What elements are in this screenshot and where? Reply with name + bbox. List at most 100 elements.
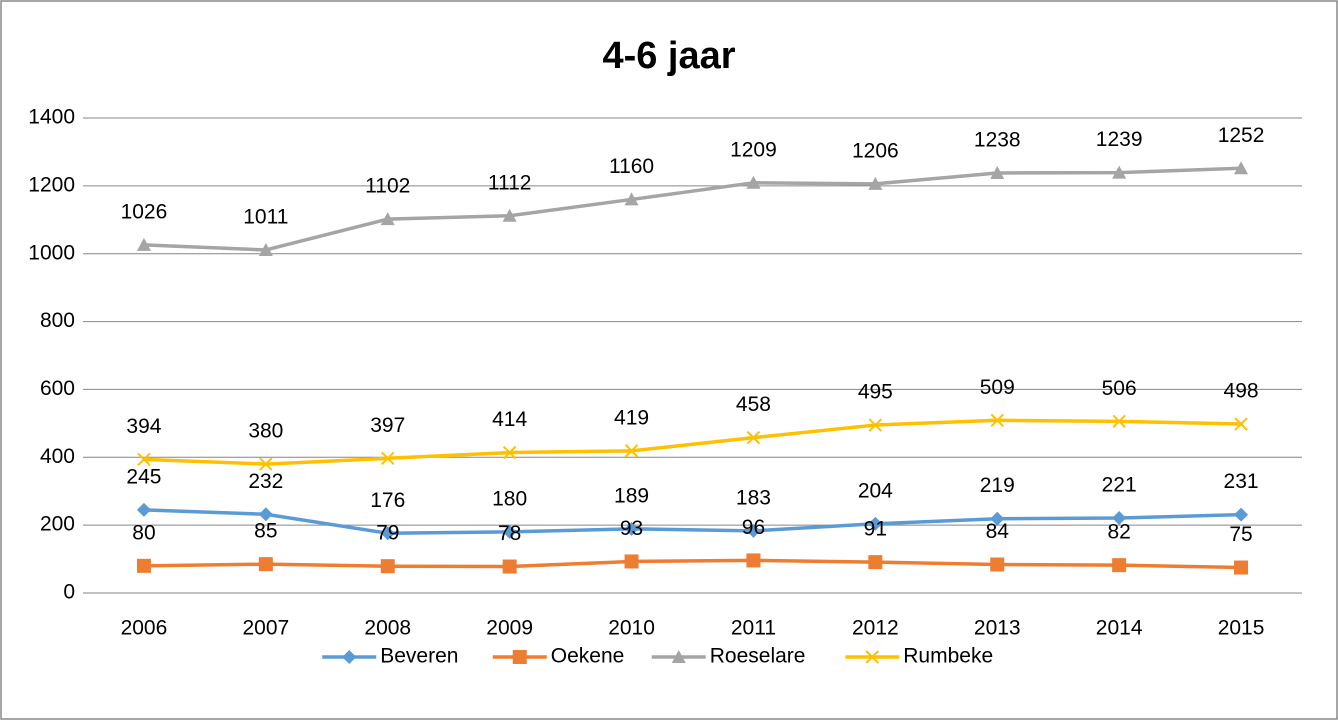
data-label: 397	[370, 414, 405, 437]
data-point	[868, 418, 883, 432]
y-tick-label: 800	[40, 309, 75, 332]
data-label: 82	[1107, 521, 1130, 544]
data-label: 1252	[1218, 124, 1265, 147]
data-label: 219	[980, 474, 1015, 497]
x-tick-label: 2014	[1096, 617, 1143, 640]
data-label: 495	[858, 381, 893, 404]
data-label: 509	[980, 376, 1015, 399]
series-line	[143, 418, 1242, 466]
data-label: 189	[614, 484, 649, 507]
data-point	[1112, 511, 1127, 526]
data-point	[380, 212, 395, 226]
data-label: 498	[1224, 380, 1259, 403]
data-label: 458	[736, 393, 771, 416]
data-point	[258, 242, 273, 256]
data-label: 394	[126, 415, 161, 438]
x-tick-label: 2009	[486, 617, 533, 640]
data-label: 1026	[121, 200, 168, 223]
data-point	[746, 553, 761, 568]
data-point	[990, 557, 1005, 572]
data-label: 231	[1224, 470, 1259, 493]
data-point	[381, 451, 395, 466]
data-label: 414	[492, 408, 527, 431]
data-point	[259, 457, 273, 471]
data-point	[502, 524, 517, 539]
data-point	[502, 559, 517, 574]
data-point	[380, 559, 395, 574]
data-label: 1206	[852, 139, 899, 162]
data-label: 1102	[365, 175, 410, 198]
x-tick-label: 2012	[852, 617, 899, 640]
data-label: 1011	[243, 206, 288, 229]
data-label: 419	[614, 406, 649, 429]
data-label: 221	[1102, 474, 1137, 497]
legend-marker	[865, 650, 879, 664]
data-point	[624, 444, 639, 458]
data-point	[990, 511, 1005, 526]
data-label: 245	[126, 465, 161, 488]
y-tick-label: 1200	[28, 173, 75, 196]
x-tick-label: 2011	[731, 617, 776, 640]
legend-label: Roeselare	[710, 645, 806, 668]
data-label: 1209	[730, 138, 777, 161]
data-point	[136, 237, 151, 251]
data-label: 80	[132, 521, 155, 544]
data-point	[1234, 507, 1249, 522]
data-label: 506	[1102, 377, 1137, 400]
data-label: 75	[1229, 523, 1252, 546]
data-label: 84	[986, 520, 1010, 543]
x-tick-label: 2006	[121, 617, 168, 640]
data-point	[1112, 165, 1127, 179]
x-tick-label: 2008	[364, 617, 411, 640]
data-label: 380	[248, 420, 283, 443]
legend-marker	[342, 650, 357, 664]
data-point	[502, 208, 517, 222]
legend-label: Rumbeke	[903, 645, 993, 668]
series-line	[143, 166, 1242, 252]
y-tick-label: 1000	[28, 241, 75, 264]
data-point	[624, 521, 639, 536]
data-label: 180	[492, 487, 527, 510]
data-point	[868, 555, 883, 570]
data-label: 91	[864, 518, 887, 541]
data-point	[1234, 560, 1249, 575]
data-label: 85	[254, 520, 277, 543]
legend-marker	[671, 650, 686, 663]
series-line	[143, 508, 1242, 536]
data-label: 78	[498, 522, 521, 545]
data-point	[624, 554, 639, 569]
data-point	[746, 175, 761, 189]
data-point	[746, 430, 761, 445]
y-tick-label: 0	[63, 581, 75, 604]
data-label: 1239	[1096, 128, 1143, 151]
x-tick-label: 2010	[608, 617, 655, 640]
data-label: 93	[620, 517, 643, 540]
data-point	[746, 523, 761, 538]
data-label: 1112	[488, 171, 532, 194]
data-label: 1160	[609, 155, 654, 178]
x-tick-label: 2015	[1218, 617, 1265, 640]
data-label: 183	[736, 486, 771, 509]
y-tick-label: 1400	[28, 106, 75, 129]
data-point	[868, 176, 883, 190]
data-point	[136, 558, 151, 573]
data-label: 176	[370, 489, 405, 512]
legend-label: Beveren	[380, 645, 458, 668]
data-point	[1234, 161, 1249, 175]
data-point	[1112, 558, 1127, 573]
data-label: 79	[376, 522, 399, 545]
data-label: 204	[858, 479, 893, 502]
y-tick-label: 400	[40, 445, 75, 468]
data-label: 1238	[974, 129, 1021, 152]
data-point	[1234, 417, 1248, 431]
legend-label: Oekene	[551, 645, 625, 668]
chart-title: 4-6 jaar	[602, 35, 735, 77]
data-point	[502, 445, 517, 460]
series-line	[143, 558, 1242, 570]
y-tick-label: 600	[40, 377, 75, 400]
data-point	[1112, 414, 1126, 429]
data-point	[990, 413, 1004, 428]
y-tick-label: 200	[40, 513, 75, 536]
